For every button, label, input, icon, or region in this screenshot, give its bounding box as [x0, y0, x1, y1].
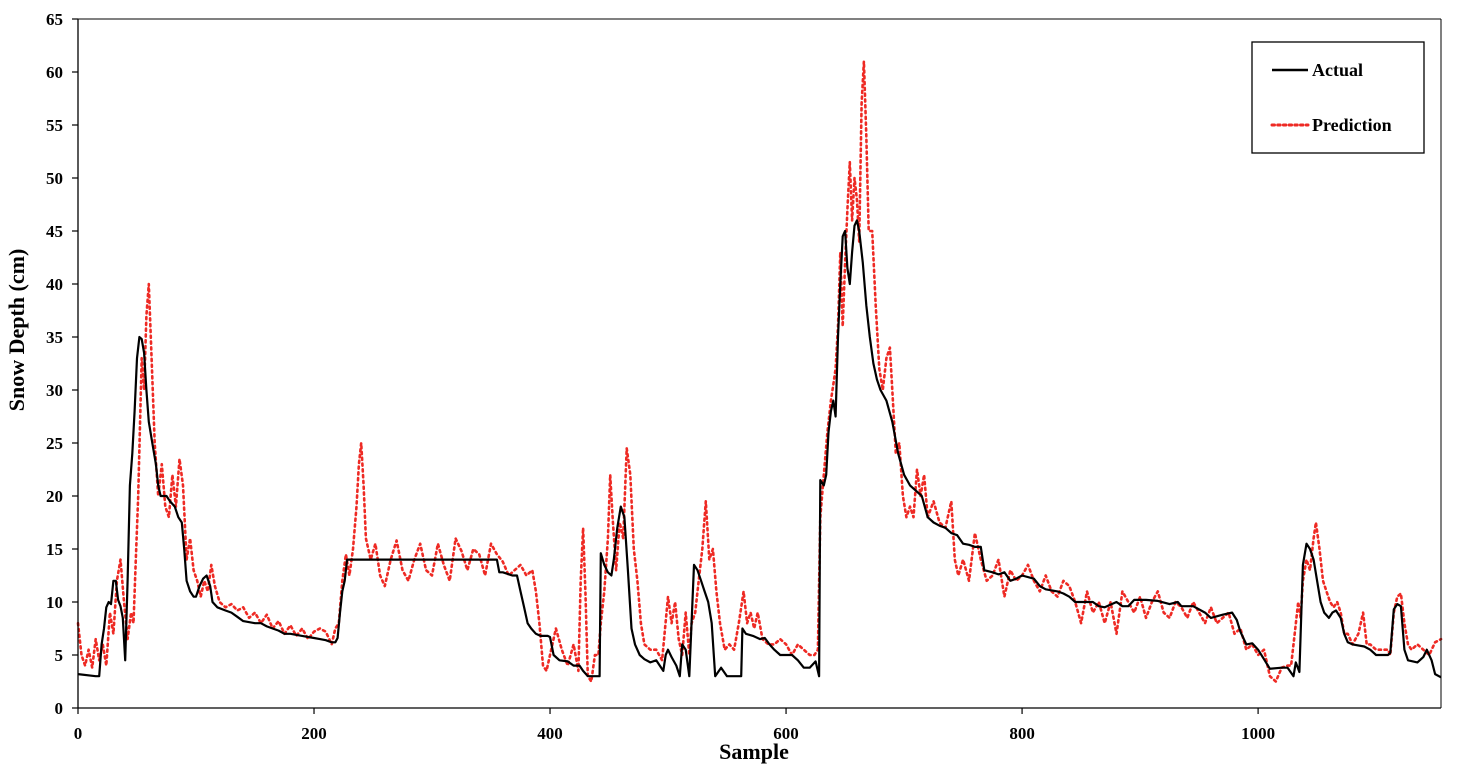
x-ticks: 0 200 400 600 800 1000 — [74, 708, 1275, 743]
legend-box — [1251, 41, 1425, 154]
legend-prediction-label: Prediction — [1312, 115, 1392, 135]
x-tick-label: 800 — [1009, 724, 1035, 743]
y-tick-label: 65 — [46, 10, 63, 29]
y-axis-title: Snow Depth (cm) — [4, 249, 29, 412]
y-tick-label: 15 — [46, 540, 63, 559]
prediction-series-line — [76, 60, 1443, 683]
plot-area — [76, 60, 1443, 683]
y-tick-label: 50 — [46, 169, 63, 188]
y-tick-label: 60 — [46, 63, 63, 82]
legend: Actual Prediction — [1251, 41, 1425, 154]
y-tick-label: 25 — [46, 434, 63, 453]
y-tick-label: 5 — [55, 646, 64, 665]
legend-actual-label: Actual — [1312, 60, 1363, 80]
y-tick-label: 20 — [46, 487, 63, 506]
x-tick-label: 1000 — [1241, 724, 1275, 743]
y-tick-label: 35 — [46, 328, 63, 347]
y-tick-label: 0 — [55, 699, 64, 718]
y-tick-label: 55 — [46, 116, 63, 135]
x-tick-label: 600 — [773, 724, 799, 743]
x-tick-label: 400 — [537, 724, 563, 743]
x-tick-label: 200 — [301, 724, 327, 743]
y-tick-label: 40 — [46, 275, 63, 294]
actual-series-line — [77, 219, 1442, 679]
series-layer — [76, 60, 1443, 683]
x-tick-label: 0 — [74, 724, 83, 743]
axes-layer: 0 5 10 15 20 25 30 35 40 45 50 55 60 65 0 200 400 600 800… — [46, 10, 1442, 743]
y-tick-label: 30 — [46, 381, 63, 400]
y-tick-label: 45 — [46, 222, 63, 241]
x-axis-title: Sample — [719, 739, 789, 764]
y-ticks: 0 5 10 15 20 25 30 35 40 45 50 55 60 65 — [46, 10, 78, 718]
y-tick-label: 10 — [46, 593, 63, 612]
